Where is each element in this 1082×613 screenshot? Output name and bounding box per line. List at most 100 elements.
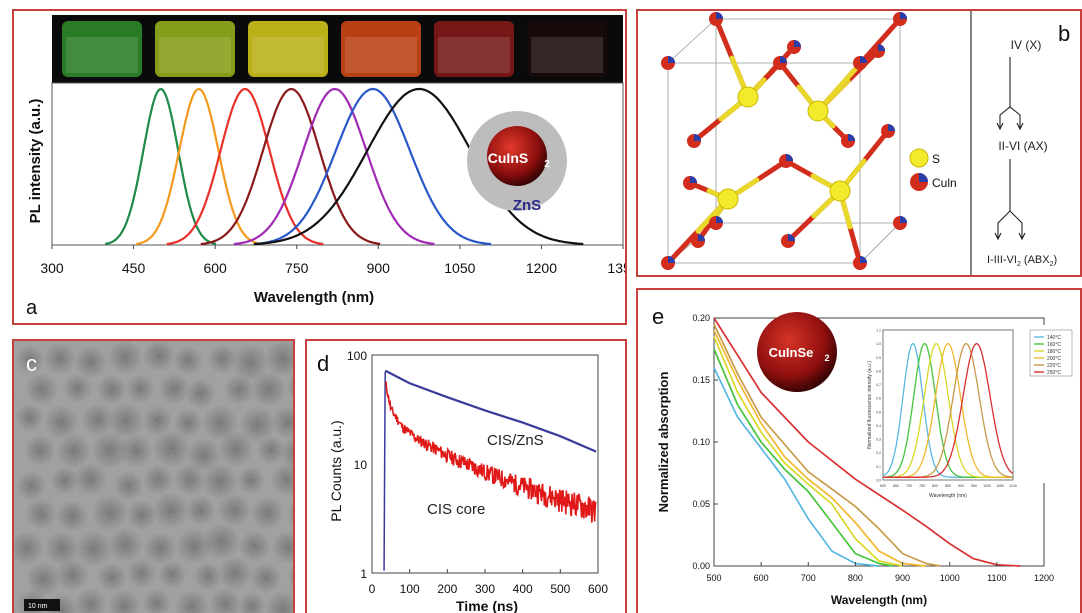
inset-ytick-label-2: 0.2 [876,451,881,455]
culn-atom-blue-9 [694,134,701,141]
inset-xtick-label-2: 700 [906,484,912,488]
e-ytick-label-4: 0.20 [692,313,710,323]
abs-curve-2 [713,348,894,567]
cis-zns-label: CIS/ZnS [487,432,544,449]
core-label-a: CuInS [488,150,528,166]
inset-legend-label-1: 160°C [1047,342,1061,348]
panel-a-figure: CuInS 2 ZnS PL intensity (a.u.) 300 450 60… [26,15,625,319]
panel-d-xlabel: Time (ns) [456,598,518,613]
e-xtick-label-3: 800 [848,573,863,583]
culn-atom-blue-14 [848,134,855,141]
d-xtick-label-5: 500 [550,582,570,596]
panel-a-xlabel: Wavelength (nm) [254,289,374,306]
pl-curve-2 [135,87,261,246]
panel-b: S Culn IV (X) II-VI (AX) I-III-VI2 (ABX2… [636,9,1082,277]
culn-atom-blue-16 [794,40,801,47]
vial-glow-3 [252,37,324,73]
culn-atom-blue-17 [690,176,697,183]
panel-d-letter: d [317,351,329,376]
inset-xtick-label-10: 1100 [1009,484,1017,488]
vial-glow-2 [159,37,231,73]
a-xtick-label-6: 1200 [526,260,557,276]
inset-ytick-label-6: 0.6 [876,397,881,401]
legend-s-label: S [932,152,940,166]
culn-atom-blue-3 [900,12,907,19]
inset-legend-label-3: 200°C [1047,356,1061,362]
d-xtick-label-6: 600 [588,582,608,596]
e-xtick-label-7: 1200 [1034,573,1054,583]
e-ytick-label-2: 0.10 [692,437,710,447]
vial-5 [434,21,514,77]
panel-c-letter: c [26,351,37,376]
shell-label-a: ZnS [513,197,541,214]
panel-a: CuInS 2 ZnS PL intensity (a.u.) 300 450 60… [12,9,627,325]
abs-curve-4 [713,330,927,567]
vial-glow-1 [66,37,138,73]
inset-ylabel: Normalized fluorescence intensity (a.u.) [867,361,873,449]
inset-ytick-label-4: 0.4 [876,424,881,428]
s-atom-1 [807,100,829,122]
s-atom-2 [717,188,739,210]
inset-ytick-label-11: 1.1 [876,329,881,333]
culn-atom-blue-2 [716,12,723,19]
scale-bar [24,599,60,611]
vial-glow-6 [531,37,603,73]
inset-xtick-label-6: 900 [958,484,964,488]
d-xtick-label-4: 400 [513,582,533,596]
inset-xtick-label-4: 800 [932,484,938,488]
inset-ytick-label-3: 0.3 [876,438,881,442]
e-ytick-label-1: 0.05 [692,499,710,509]
abs-curve-1 [713,367,880,567]
a-xtick-label-7: 1350 [607,260,625,276]
inset-legend-label-5: 250°C [1047,370,1061,376]
inset-legend-label-0: 140°C [1047,335,1061,341]
abs-curve-6 [713,317,1021,567]
inset-ytick-label-5: 0.5 [876,410,881,414]
e-xtick-label-2: 700 [801,573,816,583]
a-xtick-label-2: 600 [203,260,227,276]
culn-atom-blue-1 [860,56,867,63]
vial-1 [62,21,142,77]
vial-glow-4 [345,37,417,73]
vial-6 [527,21,607,77]
inset-ytick-label-8: 0.8 [876,369,881,373]
culn-atom-blue-5 [860,256,867,263]
panel-e-xlabel: Wavelength (nm) [831,593,927,607]
e-ytick-label-3: 0.15 [692,375,710,385]
vial-2 [155,21,235,77]
tree-level-1: IV (X) [1011,38,1042,52]
inset-ytick-label-1: 0.1 [876,465,881,469]
e-xtick-label-5: 1000 [940,573,960,583]
panel-b-letter: b [1058,21,1070,46]
culn-atom-blue-7 [900,216,907,223]
d-ytick-label-2: 100 [347,349,367,363]
s-atom-3 [829,180,851,202]
panel-a-letter: a [26,297,38,319]
abs-curve-3 [713,336,903,567]
e-xtick-label-1: 600 [754,573,769,583]
e-xtick-label-0: 500 [706,573,721,583]
plot-d-frame [371,354,599,574]
cis-zns-curve [384,369,597,453]
inset-xtick-label-3: 750 [919,484,925,488]
vial-3 [248,21,328,77]
panel-e: 500 600 700 800 900 1000 1100 1200 0.00 0.05 0.10 0… [636,288,1082,613]
tree-level-3: I-III-VI2 (ABX2) [987,254,1057,268]
abs-curve-5 [713,323,941,567]
culn-atom-blue-4 [668,256,675,263]
panel-b-figure: S Culn IV (X) II-VI (AX) I-III-VI2 (ABX2… [661,11,1070,275]
a-xtick-label-5: 1050 [444,260,475,276]
a-xtick-label-4: 900 [367,260,391,276]
d-ytick-label-1: 10 [354,458,368,472]
cube-edge-8 [667,18,717,64]
d-ytick-label-0: 1 [360,567,367,581]
a-xtick-label-3: 750 [285,260,309,276]
inset-legend-label-2: 180°C [1047,349,1061,355]
decay-rise [383,371,386,571]
inset-ytick-label-7: 0.7 [876,383,881,387]
pl-curve-3 [166,87,324,246]
legend-s-atom [909,148,929,168]
core-label-e: CuInSe [769,345,814,360]
culn-atom-blue-8 [780,56,787,63]
culn-atom-blue-15 [878,44,885,51]
